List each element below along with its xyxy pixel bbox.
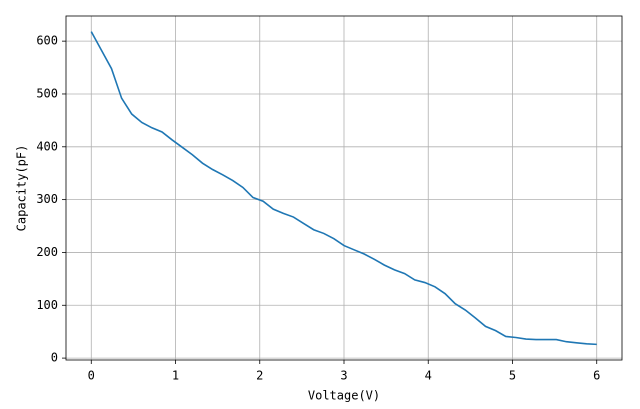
x-axis-label: Voltage(V) — [308, 389, 380, 403]
y-tick-label: 0 — [51, 351, 58, 365]
y-tick-label: 400 — [36, 139, 58, 153]
y-tick-label: 200 — [36, 245, 58, 259]
x-tick-label: 0 — [88, 369, 95, 383]
y-tick-label: 600 — [36, 34, 58, 48]
line-series — [90, 31, 597, 346]
y-tick-label: 500 — [36, 86, 58, 100]
plot-frame — [65, 15, 623, 361]
x-tick-label: 3 — [340, 369, 347, 383]
x-tick-label: 5 — [509, 369, 516, 383]
y-tick-label: 100 — [36, 298, 58, 312]
x-tick-label: 6 — [593, 369, 600, 383]
x-tick-label: 2 — [256, 369, 263, 383]
x-tick-label: 4 — [425, 369, 432, 383]
x-tick-label: 1 — [172, 369, 179, 383]
y-tick-label: 300 — [36, 192, 58, 206]
y-axis-label: Capacity(pF) — [15, 145, 29, 232]
